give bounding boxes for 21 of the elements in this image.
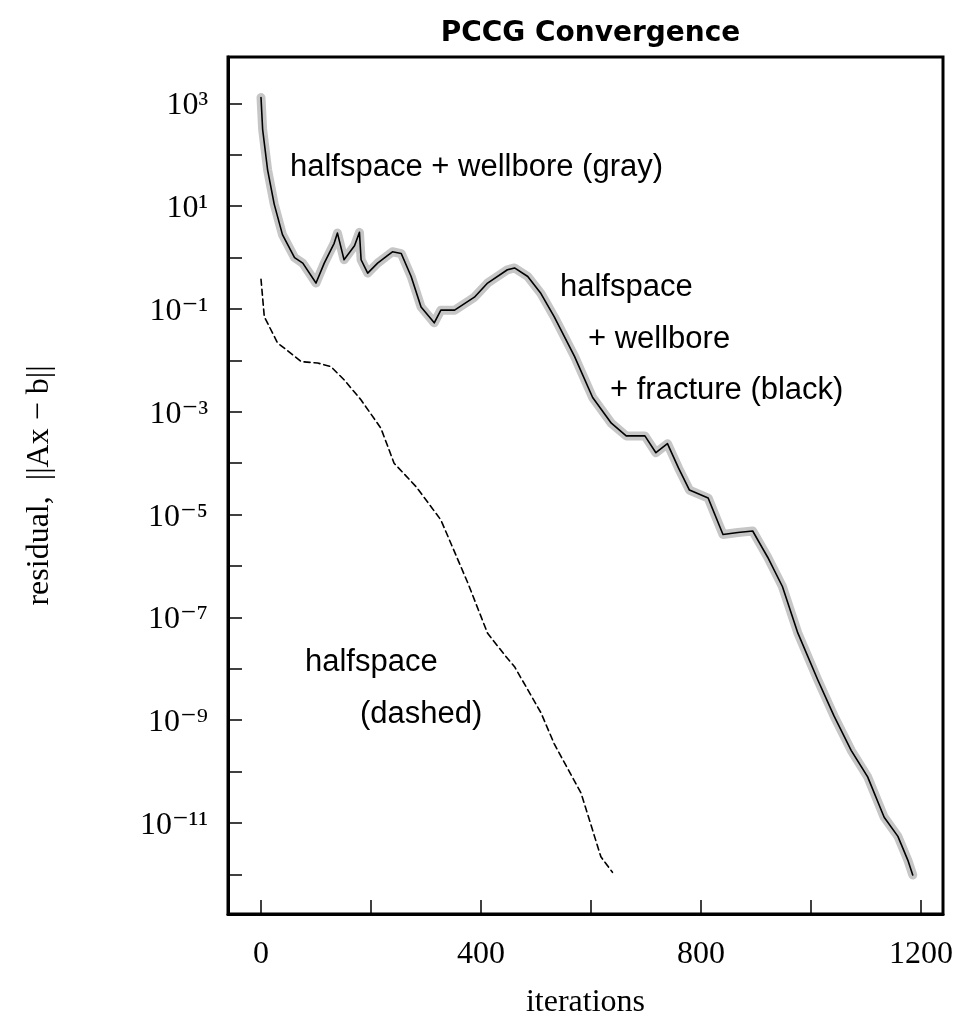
x-axis-title: iterations (525, 982, 646, 1018)
chart-title: PCCG Convergence (440, 14, 741, 48)
y-tick-label: 10³ (166, 85, 208, 122)
x-tick-label: 1200 (889, 934, 953, 970)
annotation: halfspace (305, 642, 438, 678)
annotation: halfspace + wellbore (gray) (290, 147, 664, 183)
x-tick-label: 800 (677, 934, 725, 970)
annotation: + fracture (black) (610, 370, 844, 406)
annotation: halfspace (560, 267, 693, 303)
y-tick-label: 10¹ (166, 188, 208, 225)
y-tick-label: 10⁻¹ (149, 291, 208, 328)
y-tick-label: 10⁻³ (149, 393, 208, 430)
y-tick-label: 10⁻¹¹ (139, 805, 208, 842)
y-tick-label: 10⁻⁵ (147, 496, 208, 533)
y-tick-label: 10⁻⁹ (147, 702, 208, 739)
annotation: (dashed) (360, 694, 483, 730)
x-tick-label: 0 (253, 934, 269, 970)
y-axis-title: residual, ||Ax − b|| (19, 365, 55, 606)
y-tick-label: 10⁻⁷ (147, 599, 208, 636)
annotation: + wellbore (588, 319, 731, 355)
x-tick-label: 400 (457, 934, 505, 970)
